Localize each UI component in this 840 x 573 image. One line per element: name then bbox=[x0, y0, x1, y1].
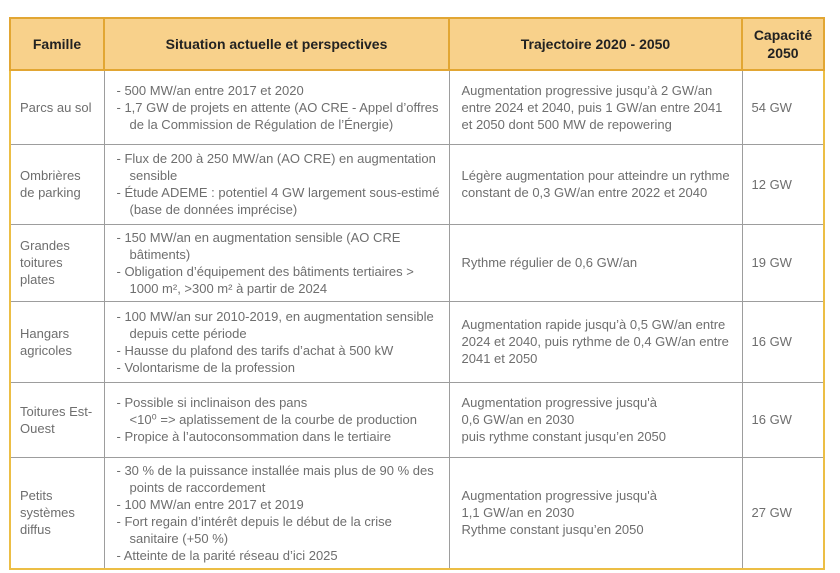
situation-item: - Atteinte de la parité réseau d’ici 202… bbox=[116, 547, 338, 563]
capacite-cell: 16 GW bbox=[741, 381, 825, 458]
situation-item: - Possible si inclinaison des pans bbox=[116, 395, 308, 410]
pv-capacity-table: Famille Situation actuelle et perspectiv… bbox=[9, 17, 825, 570]
situation-cell: - 150 MW/an en augmentation sensible (AO… bbox=[103, 223, 450, 302]
capacite-cell: 19 GW bbox=[741, 223, 825, 302]
capacite-cell: 16 GW bbox=[741, 300, 825, 383]
famille-cell: Ombrières de parking bbox=[9, 143, 105, 225]
column-header-capacite: Capacité 2050 bbox=[741, 17, 825, 71]
trajectoire-line: Augmentation rapide jusqu’à 0,5 GW/an en… bbox=[461, 317, 729, 366]
situation-item: - Étude ADEME : potentiel 4 GW largement… bbox=[116, 185, 440, 217]
situation-item: - 100 MW/an entre 2017 et 2019 bbox=[116, 496, 304, 512]
trajectoire-cell: Légère augmentation pour atteindre un ry… bbox=[448, 143, 743, 225]
famille-cell: Toitures Est-Ouest bbox=[9, 381, 105, 458]
situation-item: - Volontarisme de la profession bbox=[116, 359, 295, 375]
situation-cell: - 100 MW/an sur 2010-2019, en augmentati… bbox=[103, 300, 450, 383]
situation-item: - Obligation d’équipement des bâtiments … bbox=[116, 263, 414, 296]
column-header-famille: Famille bbox=[9, 17, 105, 71]
table-row: Parcs au sol - 500 MW/an entre 2017 et 2… bbox=[9, 69, 825, 145]
situation-item: - Propice à l’autoconsommation dans le t… bbox=[116, 429, 392, 444]
table-row: Hangars agricoles - 100 MW/an sur 2010-2… bbox=[9, 300, 825, 383]
situation-item: - 500 MW/an entre 2017 et 2020 bbox=[116, 82, 304, 98]
capacite-cell: 12 GW bbox=[741, 143, 825, 225]
famille-cell: Grandes toitures plates bbox=[9, 223, 105, 302]
famille-cell: Hangars agricoles bbox=[9, 300, 105, 383]
table-row: Ombrières de parking - Flux de 200 à 250… bbox=[9, 143, 825, 225]
situation-item: - 30 % de la puissance installée mais pl… bbox=[116, 462, 434, 495]
situation-item: - 150 MW/an en augmentation sensible (AO… bbox=[116, 229, 401, 262]
famille-cell: Petits systèmes diffus bbox=[9, 456, 105, 569]
trajectoire-cell: Augmentation progressive jusqu'à 0,6 GW/… bbox=[448, 381, 743, 458]
column-header-situation: Situation actuelle et perspectives bbox=[103, 17, 450, 71]
situation-cell: - 30 % de la puissance installée mais pl… bbox=[103, 456, 450, 569]
trajectoire-cell: Rythme régulier de 0,6 GW/an bbox=[448, 223, 743, 302]
trajectoire-line: Rythme constant jusqu’en 2050 bbox=[461, 522, 644, 537]
situation-item: - Hausse du plafond des tarifs d’achat à… bbox=[116, 342, 394, 358]
trajectoire-line: 0,6 GW/an en 2030 bbox=[461, 412, 575, 427]
trajectoire-cell: Augmentation rapide jusqu’à 0,5 GW/an en… bbox=[448, 300, 743, 383]
capacite-cell: 54 GW bbox=[741, 69, 825, 145]
trajectoire-line: Augmentation progressive jusqu'à bbox=[461, 488, 657, 503]
situation-item-continuation: <10⁰ => aplatissement de la courbe de pr… bbox=[129, 412, 417, 427]
situation-item: - Flux de 200 à 250 MW/an (AO CRE) en au… bbox=[116, 151, 436, 183]
trajectoire-cell: Augmentation progressive jusqu'à 1,1 GW/… bbox=[448, 456, 743, 569]
capacite-cell: 27 GW bbox=[741, 456, 825, 569]
header-row: Famille Situation actuelle et perspectiv… bbox=[9, 17, 825, 71]
table-row: Petits systèmes diffus - 30 % de la puis… bbox=[9, 456, 825, 569]
situation-cell: - Possible si inclinaison des pans <10⁰ … bbox=[103, 381, 450, 458]
situation-cell: - Flux de 200 à 250 MW/an (AO CRE) en au… bbox=[103, 143, 450, 225]
table-row: Grandes toitures plates - 150 MW/an en a… bbox=[9, 223, 825, 302]
table-header: Famille Situation actuelle et perspectiv… bbox=[9, 17, 825, 71]
situation-item: - 1,7 GW de projets en attente (AO CRE -… bbox=[116, 99, 439, 132]
trajectoire-line: puis rythme constant jusqu’en 2050 bbox=[461, 429, 667, 444]
table-row: Toitures Est-Ouest - Possible si inclina… bbox=[9, 381, 825, 458]
column-header-trajectoire: Trajectoire 2020 - 2050 bbox=[448, 17, 743, 71]
famille-cell: Parcs au sol bbox=[9, 69, 105, 145]
situation-item: - Fort regain d’intérêt depuis le début … bbox=[116, 513, 392, 546]
trajectoire-cell: Augmentation progressive jusqu’à 2 GW/an… bbox=[448, 69, 743, 145]
trajectoire-line: Rythme régulier de 0,6 GW/an bbox=[461, 255, 638, 270]
trajectoire-line: 1,1 GW/an en 2030 bbox=[461, 505, 575, 520]
trajectoire-line: Augmentation progressive jusqu’à 2 GW/an… bbox=[461, 82, 723, 132]
trajectoire-line: Légère augmentation pour atteindre un ry… bbox=[461, 168, 730, 200]
situation-item: - 100 MW/an sur 2010-2019, en augmentati… bbox=[116, 308, 434, 341]
trajectoire-line: Augmentation progressive jusqu'à bbox=[461, 395, 657, 410]
situation-cell: - 500 MW/an entre 2017 et 2020 - 1,7 GW … bbox=[103, 69, 450, 145]
